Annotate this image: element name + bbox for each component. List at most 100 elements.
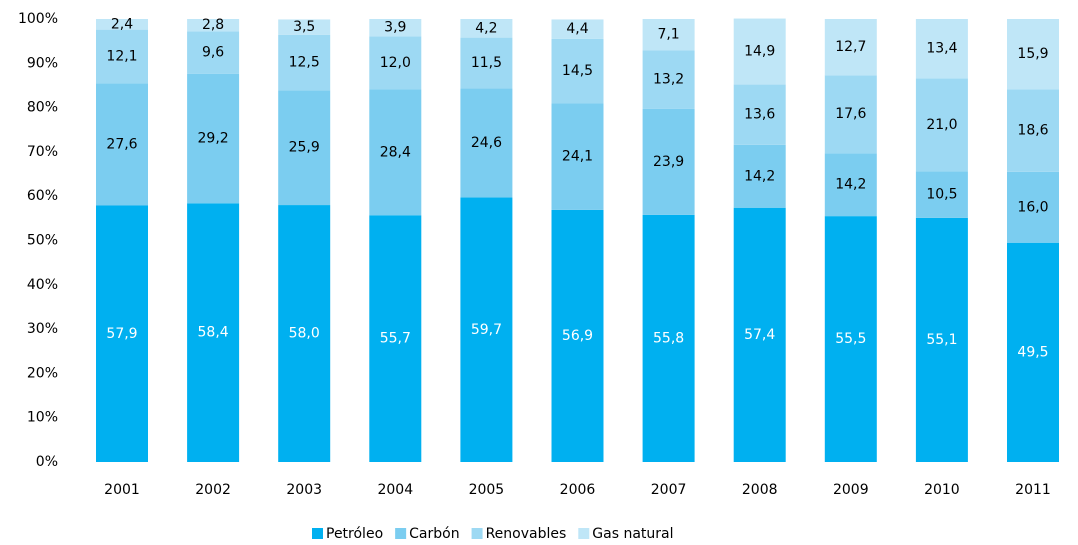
data-label: 57,4	[744, 327, 775, 343]
bar-segment	[824, 153, 877, 217]
bar-segment	[96, 19, 148, 30]
data-label: 29,2	[198, 131, 229, 147]
bar-segment	[915, 78, 968, 172]
data-label: 2,4	[111, 16, 133, 32]
x-tick-label: 2005	[469, 482, 505, 498]
x-tick-label: 2006	[560, 482, 596, 498]
data-label: 18,6	[1017, 123, 1048, 139]
bar-segment	[1007, 19, 1059, 90]
bar-segment	[96, 205, 148, 463]
data-label: 16,0	[1017, 199, 1048, 215]
bar-segment	[733, 18, 786, 85]
data-label: 55,5	[835, 331, 866, 347]
y-tick-label: 30%	[27, 321, 58, 337]
bar-segment	[551, 209, 604, 462]
data-label: 49,5	[1017, 344, 1048, 360]
x-tick-label: 2007	[651, 482, 687, 498]
y-tick-label: 80%	[27, 100, 58, 116]
bar-segment	[460, 88, 513, 198]
legend-label: Gas natural	[592, 526, 673, 542]
data-label: 14,9	[744, 44, 775, 60]
data-label: 4,2	[475, 20, 497, 36]
data-label: 28,4	[380, 144, 411, 160]
data-label: 14,2	[744, 168, 775, 184]
legend-swatch	[395, 528, 407, 539]
x-tick-label: 2004	[377, 482, 413, 498]
data-label: 55,7	[380, 331, 411, 347]
data-label: 11,5	[471, 55, 502, 71]
data-label: 9,6	[202, 45, 224, 61]
bar-segment	[733, 84, 786, 145]
bar-segment	[187, 19, 240, 32]
bar-segment	[733, 144, 786, 208]
x-tick-label: 2003	[286, 482, 322, 498]
x-tick-label: 2011	[1015, 482, 1051, 498]
bar-segment	[915, 171, 968, 218]
bar-segment	[551, 103, 604, 210]
data-label: 14,5	[562, 63, 593, 79]
data-label: 55,8	[653, 330, 684, 346]
data-label: 7,1	[657, 27, 679, 43]
data-label: 14,2	[835, 177, 866, 193]
data-label: 13,6	[744, 107, 775, 123]
data-label: 24,1	[562, 149, 593, 165]
bar-segment	[551, 38, 604, 104]
bar-segment	[369, 89, 422, 216]
x-tick-label: 2001	[104, 482, 140, 498]
data-label: 3,5	[293, 19, 315, 35]
y-tick-label: 50%	[27, 233, 58, 249]
bar-segment	[278, 34, 331, 91]
bar-segment	[96, 29, 148, 84]
bar-segment	[96, 83, 148, 206]
bar-segment	[187, 203, 240, 462]
bar-segment	[1007, 89, 1059, 172]
data-label: 12,0	[380, 55, 411, 71]
data-label: 13,2	[653, 72, 684, 88]
y-tick-label: 100%	[18, 11, 58, 27]
data-label: 58,0	[289, 326, 320, 342]
bar-segment	[824, 75, 877, 154]
legend-label: Petróleo	[326, 526, 383, 542]
bar-segment	[915, 217, 968, 462]
data-label: 17,6	[835, 106, 866, 122]
x-tick-label: 2009	[833, 482, 869, 498]
legend-swatch	[312, 528, 323, 539]
bar-segment	[460, 19, 513, 38]
bar-segment	[642, 214, 695, 462]
data-label: 13,4	[926, 41, 957, 57]
data-label: 3,9	[384, 20, 406, 36]
y-tick-label: 20%	[27, 365, 58, 381]
data-label: 57,9	[106, 326, 137, 342]
legend-label: Carbón	[409, 526, 459, 542]
data-label: 21,0	[926, 117, 957, 133]
bar-segment	[824, 216, 877, 462]
bar-segment	[733, 207, 786, 462]
bar-segment	[460, 197, 513, 463]
bar-segment	[460, 37, 513, 89]
bar-segment	[278, 19, 331, 35]
legend-swatch	[471, 528, 483, 539]
data-label: 25,9	[289, 140, 320, 156]
x-tick-label: 2008	[742, 482, 778, 498]
bar-segment	[187, 73, 240, 204]
data-label: 2,8	[202, 17, 224, 33]
bar-segment	[1007, 171, 1059, 243]
data-label: 59,7	[471, 322, 502, 338]
y-tick-label: 0%	[36, 454, 58, 470]
x-tick-label: 2002	[195, 482, 231, 498]
data-label: 12,7	[835, 39, 866, 55]
data-label: 24,6	[471, 135, 502, 151]
bar-segment	[642, 50, 695, 109]
data-label: 12,5	[289, 55, 320, 71]
legend-label: Renovables	[486, 526, 567, 542]
bar-segment	[369, 215, 422, 462]
bar-segment	[187, 31, 240, 74]
bar-segment	[915, 19, 968, 79]
bar-segment	[278, 90, 331, 206]
bar-segment	[278, 205, 331, 462]
y-tick-label: 70%	[27, 144, 58, 160]
data-label: 12,1	[106, 48, 137, 64]
data-label: 55,1	[926, 332, 957, 348]
bar-segment	[369, 19, 422, 37]
data-label: 10,5	[926, 187, 957, 203]
